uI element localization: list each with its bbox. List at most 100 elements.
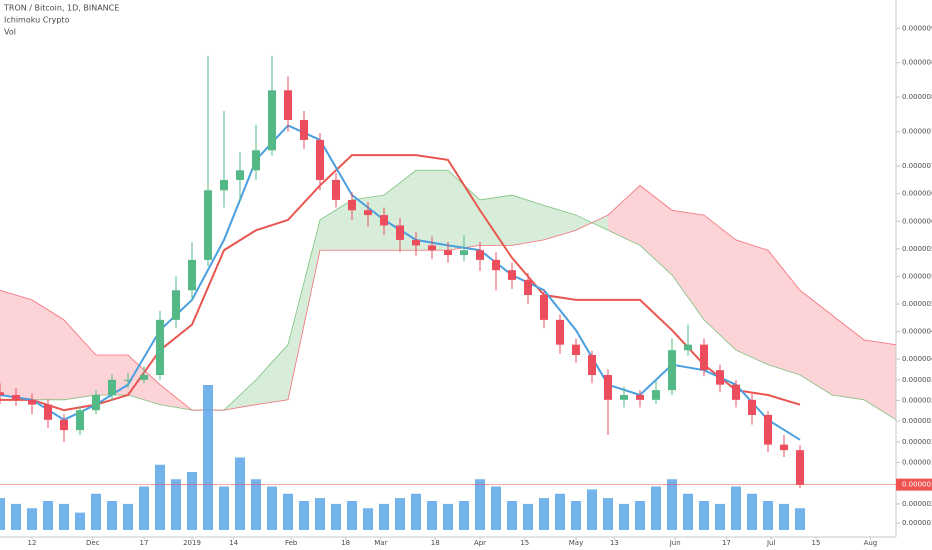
volume-bar [555, 493, 565, 530]
volume-bar [43, 501, 53, 530]
y-tick-label: 0.00000660 [902, 190, 932, 198]
candle-body [12, 394, 20, 400]
symbol-title[interactable]: TRON / Bitcoin, 1D, BINANCE [3, 4, 119, 13]
volume-bar [427, 501, 437, 530]
volume-bar [171, 479, 181, 530]
candle-body [716, 370, 724, 385]
volume-bar [123, 503, 133, 530]
volume-bar [347, 501, 357, 530]
volume-bar [75, 512, 85, 530]
volume-bar [251, 479, 261, 530]
axes: 0.00000900 0.00000850 0.00000800 0.00000750… [0, 24, 932, 547]
x-tick-label: 2019 [183, 539, 201, 547]
indicator-label[interactable]: Vol [4, 28, 16, 37]
volume-bar [59, 503, 69, 530]
candle-body [668, 350, 676, 391]
volume-bar [683, 493, 693, 530]
volume-bar [587, 489, 597, 530]
candle-body [76, 410, 84, 431]
volume-bar [363, 508, 373, 530]
candle-body [460, 250, 468, 256]
candle-body [268, 90, 276, 151]
cloud-segment [32, 299, 64, 400]
volume-bar [203, 385, 213, 530]
volume-bar [139, 486, 149, 530]
x-tick-label: Dec [86, 539, 100, 547]
candle-body [684, 344, 692, 351]
volume-bar [651, 486, 661, 530]
volume-bar [699, 501, 709, 530]
candle-body [140, 375, 148, 380]
y-tick-label: 0.00000460 [902, 328, 932, 336]
candle-body [60, 419, 68, 431]
volume-bar [667, 479, 677, 530]
cloud-segment [480, 195, 512, 246]
candle-body [236, 170, 244, 180]
candle-body [540, 295, 548, 320]
cloud-segment [384, 170, 416, 251]
volume-bar [187, 472, 197, 530]
candle-body [172, 290, 180, 320]
candle-body [492, 259, 500, 271]
candle-body [700, 344, 708, 371]
candle-body [604, 375, 612, 400]
x-tick-label: 15 [812, 539, 821, 547]
volume-bar [0, 498, 5, 530]
candle-body [444, 250, 452, 256]
y-tick-label: 0.00000540 [902, 272, 932, 280]
volume-bar [443, 503, 453, 530]
candle-body [44, 404, 52, 420]
volume-bar [491, 486, 501, 530]
x-tick-label: Mar [374, 539, 387, 547]
y-tick-label: 0.00000182 [902, 519, 932, 527]
ichimoku-cloud [0, 169, 897, 421]
candles [0, 55, 804, 489]
volume-bar [331, 503, 341, 530]
indicator-label[interactable]: Ichimoku Crypto [4, 16, 70, 25]
x-tick-label: 17 [140, 539, 149, 547]
candle-body [476, 250, 484, 260]
candle-body [588, 355, 596, 376]
candle-body [764, 414, 772, 445]
y-tick-label: 0.00000900 [902, 24, 932, 32]
candle-body [572, 344, 580, 356]
x-tick-label: Jul [766, 539, 776, 547]
candle-body [124, 379, 132, 381]
volume-bar [475, 479, 485, 530]
volume-bar [395, 498, 405, 530]
candle-body [652, 390, 660, 400]
x-tick-label: Jun [669, 539, 681, 547]
x-tick-label: Apr [474, 539, 486, 547]
volume-bar [155, 464, 165, 530]
candle-body [0, 392, 4, 395]
candle-body [300, 119, 308, 140]
y-tick-label: 0.00000750 [902, 128, 932, 136]
volume-bar [763, 501, 773, 530]
y-tick-label: 0.00000500 [902, 300, 932, 308]
y-tick-label: 0.00000620 [902, 217, 932, 225]
x-tick-label: 18 [341, 539, 350, 547]
candle-body [92, 394, 100, 411]
candle-body [316, 139, 324, 180]
y-tick-label: 0.00000300 [902, 438, 932, 446]
cloud-segment [448, 170, 480, 251]
candle-body [284, 90, 292, 120]
cloud-segment [64, 319, 96, 400]
cloud-segment [0, 290, 32, 400]
volume-bar [779, 503, 789, 530]
x-tick-label: Aug [864, 539, 878, 547]
candle-body [636, 394, 644, 400]
volume-bar [523, 503, 533, 530]
x-tick-label: Feb [285, 539, 298, 547]
volume-bar [619, 503, 629, 530]
volume-bar [379, 503, 389, 530]
volume-bar [27, 508, 37, 530]
x-tick-label: 12 [28, 539, 37, 547]
x-tick-label: 18 [431, 539, 440, 547]
cloud-segment [288, 219, 320, 400]
candle-body [28, 399, 36, 405]
volume-bar [235, 457, 245, 530]
y-tick-label: 0.00000390 [902, 376, 932, 384]
